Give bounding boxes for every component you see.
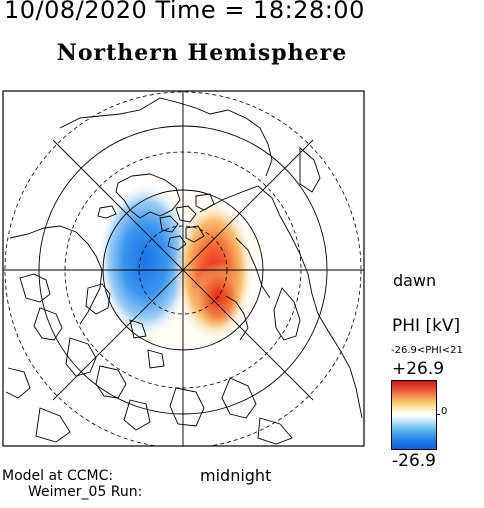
model-label: Model at CCMC: [2,468,114,484]
midnight-label: midnight [200,466,272,485]
dusk-cell [97,182,193,338]
colorbar-zero-label: 0 [441,406,448,417]
dawn-label: dawn [393,271,437,290]
colorbar-min-label: -26.9 [392,451,436,471]
colorbar-zero-tick [436,414,440,415]
colorbar-range: -26.9<PHI<21 [391,345,463,356]
colorbar-title: PHI [kV] [392,316,461,336]
run-label: Weimer_05 Run: [28,484,143,500]
colorbar [391,380,437,450]
meridian-grid [3,91,364,446]
polar-map [2,90,365,447]
colorbar-max-label: +26.9 [392,359,445,379]
hemisphere-title: Northern Hemisphere [56,40,348,66]
datetime-title: 10/08/2020 Time = 18:28:00 [4,0,365,24]
coastlines [5,97,363,445]
